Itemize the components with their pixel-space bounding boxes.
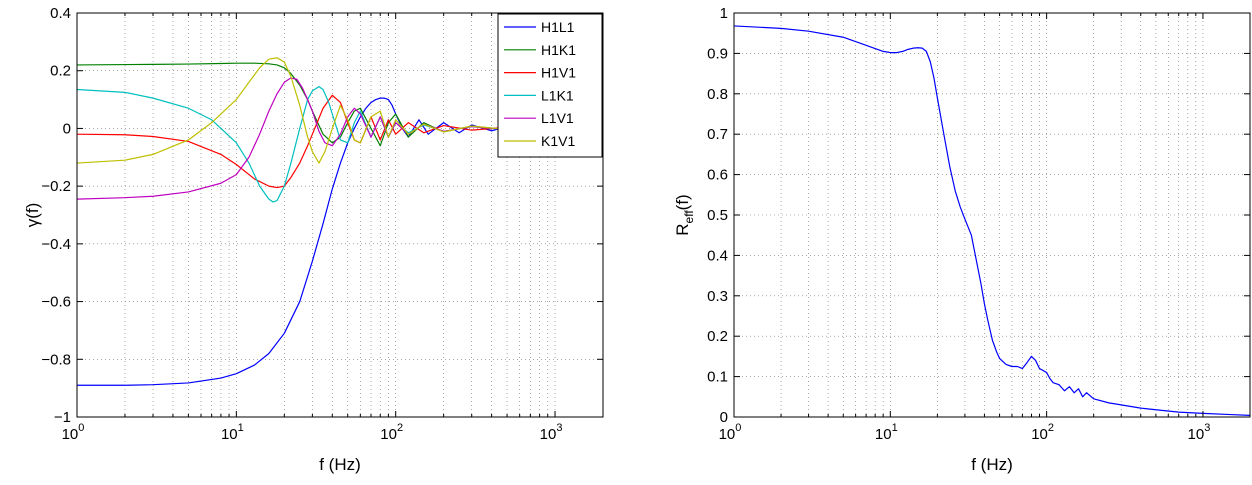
x-tick-label-exponent: 3 — [556, 422, 562, 434]
x-tick-label-base: 10 — [719, 426, 736, 443]
legend-box — [497, 13, 603, 158]
x-tick-label-base: 10 — [1031, 426, 1048, 443]
legend-label: H1K1 — [541, 42, 576, 58]
x-tick-label-base: 10 — [875, 426, 892, 443]
y-tick-label: 0.3 — [707, 288, 728, 305]
x-tick-label-exponent: 3 — [1204, 422, 1210, 434]
x-tick-label: 100 — [62, 422, 85, 443]
axes-box — [733, 12, 1251, 418]
x-axis-label: f (Hz) — [971, 455, 1013, 474]
y-tick-label: 0.9 — [707, 45, 728, 62]
series-line-h1v1 — [76, 94, 604, 189]
y-tick-label: 0.5 — [707, 207, 728, 224]
legend-label: H1L1 — [541, 19, 575, 35]
y-tick-label: 0.2 — [707, 328, 728, 345]
x-tick-label-exponent: 1 — [892, 422, 898, 434]
y-tick-label: 0.1 — [707, 369, 728, 386]
y-tick-label: 0.7 — [707, 126, 728, 143]
y-tick-label: 0.2 — [50, 63, 71, 80]
x-tick-label-base: 10 — [1188, 426, 1205, 443]
y-tick-label: 0.4 — [50, 5, 71, 22]
y-tick-label: 1 — [720, 5, 728, 22]
series-line-1 — [733, 25, 1251, 416]
x-tick-label-base: 10 — [62, 426, 79, 443]
x-tick-label-base: 10 — [540, 426, 557, 443]
axes-box — [76, 12, 604, 418]
y-tick-label: −0.6 — [41, 294, 71, 311]
series-line-h1l1 — [77, 97, 604, 386]
x-tick-label: 103 — [540, 422, 563, 443]
x-tick-label: 100 — [719, 422, 742, 443]
y-axis-label-suffix: (f) — [673, 194, 692, 210]
y-axis-label-subscript: eff — [682, 210, 696, 224]
y-tick-label: −0.4 — [41, 236, 71, 253]
y-tick-label: 0.8 — [707, 86, 728, 103]
legend-label: K1V1 — [541, 133, 575, 149]
x-tick-label-exponent: 0 — [735, 422, 741, 434]
y-tick-label: 0.6 — [707, 167, 728, 184]
y-tick-label: 0 — [720, 409, 728, 426]
y-tick-label: 0.4 — [707, 247, 728, 264]
ticks — [76, 12, 604, 418]
x-tick-label: 102 — [1031, 422, 1054, 443]
legend-label: H1V1 — [541, 65, 576, 81]
y-axis-label: Reff(f) — [673, 194, 696, 235]
y-axis-label-base: R — [673, 223, 692, 235]
legend-label: L1K1 — [541, 87, 574, 103]
grid — [734, 13, 1250, 417]
x-tick-label-base: 10 — [380, 426, 397, 443]
grid — [77, 13, 603, 417]
ticks — [733, 12, 1251, 418]
y-tick-label: 0 — [63, 120, 71, 137]
x-tick-label-exponent: 2 — [1048, 422, 1054, 434]
legend: H1L1 H1K1 H1V1 L1K1 L1V1 K1V1 — [497, 13, 603, 158]
y-tick-label: −0.8 — [41, 351, 71, 368]
x-tick-label-exponent: 2 — [397, 422, 403, 434]
x-tick-label-exponent: 0 — [78, 422, 84, 434]
x-tick-label: 102 — [380, 422, 403, 443]
legend-label: L1V1 — [541, 110, 574, 126]
series-line-k1v1 — [76, 57, 604, 164]
x-tick-label: 101 — [221, 422, 244, 443]
x-tick-label: 101 — [875, 422, 898, 443]
y-tick-label: −1 — [54, 409, 71, 426]
x-tick-label: 103 — [1188, 422, 1211, 443]
y-tick-label: −0.2 — [41, 178, 71, 195]
y-axis-label: γ(f) — [23, 203, 42, 228]
x-tick-label-base: 10 — [221, 426, 238, 443]
x-axis-label: f (Hz) — [319, 455, 361, 474]
x-tick-label-exponent: 1 — [238, 422, 244, 434]
